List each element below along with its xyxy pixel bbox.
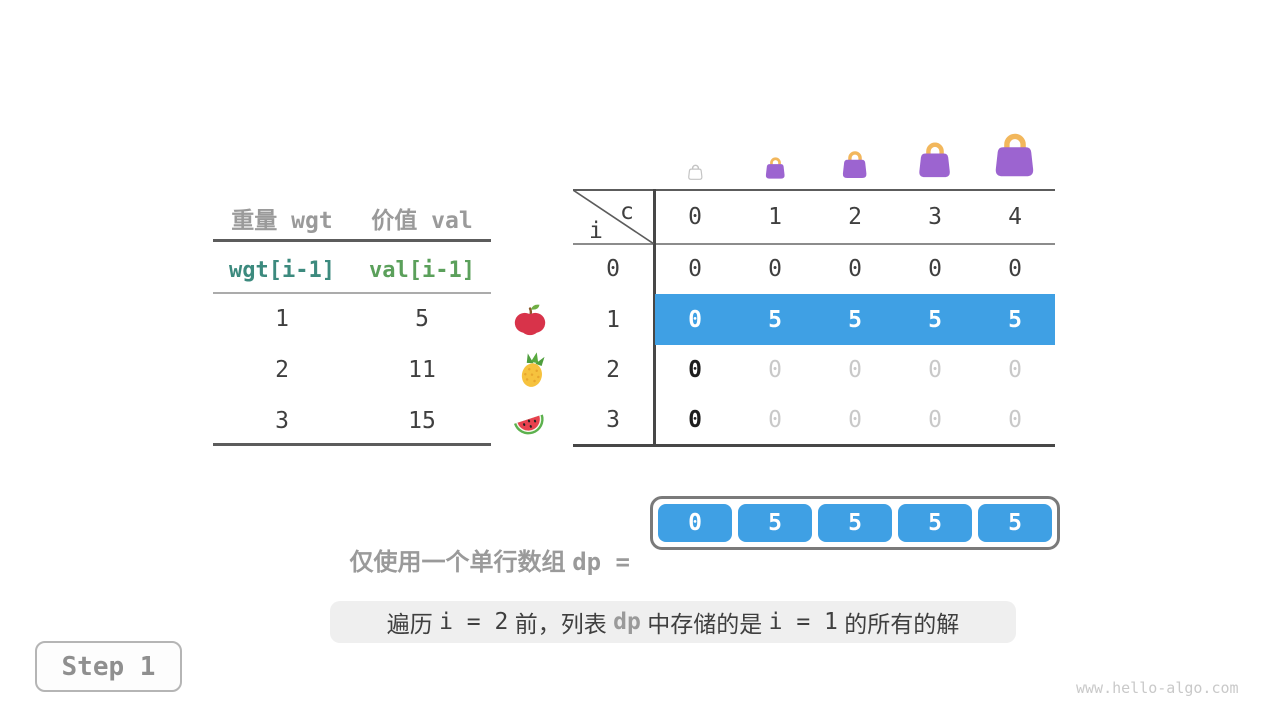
- item-2-weight: 2: [275, 356, 289, 383]
- dp-array-cell-3: 5: [898, 504, 972, 542]
- dp-cell-1-4: 5: [1008, 306, 1022, 333]
- items-header-value: 价值 val: [371, 208, 473, 234]
- caption-text: 遍历: [386, 611, 440, 637]
- item-row-2: 2 11: [212, 344, 492, 395]
- items-table-header: 重量 wgt 价值 val: [212, 196, 492, 240]
- dp-row-0: 0 0 0 0 0: [655, 244, 1055, 294]
- pineapple-icon: [514, 351, 552, 394]
- items-header-weight: 重量 wgt: [231, 208, 333, 234]
- dp-cell-2-0: 0: [688, 357, 702, 383]
- dp-corner-cell: [572, 189, 655, 245]
- caption-text: 的所有的解: [837, 611, 960, 637]
- dp-cell-1-2: 5: [848, 306, 862, 333]
- items-table-top-rule: [213, 239, 491, 242]
- items-formula-row: wgt[i-1] val[i-1]: [212, 248, 492, 292]
- items-table-mid-rule: [213, 292, 491, 294]
- corner-diagonal-line: [572, 189, 655, 245]
- caption-code-i2: i = 2: [439, 609, 509, 635]
- item-row-3: 3 15: [212, 395, 492, 446]
- dp-array-label-code: dp =: [572, 548, 630, 576]
- dp-cell-3-4: 0: [1008, 406, 1022, 433]
- bag-empty-icon: [655, 162, 735, 186]
- item-3-value: 15: [408, 407, 436, 434]
- watermelon-icon: [510, 402, 548, 445]
- dp-cell-3-3: 0: [928, 406, 942, 433]
- bag-medium-icon: [815, 147, 895, 186]
- step-label: Step 1: [61, 651, 156, 682]
- dp-col-headers: 0 1 2 3 4: [655, 191, 1055, 243]
- caption-text: 前，列表: [508, 611, 614, 637]
- apple-icon: [511, 300, 549, 343]
- watermark: www.hello-algo.com: [1076, 679, 1239, 697]
- formula-val: val[i-1]: [369, 257, 475, 283]
- dp-array-label-text: 仅使用一个单行数组: [349, 549, 573, 576]
- item-1-weight: 1: [275, 305, 289, 332]
- col-header-1: 1: [768, 204, 782, 230]
- dp-cell-2-2: 0: [848, 357, 862, 383]
- item-row-1: 1 5: [212, 293, 492, 344]
- dp-cell-0-1: 0: [768, 256, 782, 282]
- dp-row-2: 0 0 0 0 0: [655, 345, 1055, 395]
- dp-row-3: 0 0 0 0 0: [655, 395, 1055, 444]
- corner-row-var: i: [589, 218, 603, 244]
- formula-wgt: wgt[i-1]: [229, 257, 335, 283]
- item-3-weight: 3: [275, 407, 289, 434]
- items-table-bottom-rule: [213, 443, 491, 446]
- dp-cell-1-0: 0: [688, 306, 702, 333]
- step-badge: Step 1: [35, 641, 182, 692]
- capacity-bags-row: [655, 118, 1055, 186]
- row-label-2: 2: [606, 357, 620, 383]
- dp-cell-3-1: 0: [768, 406, 782, 433]
- bag-large-icon: [895, 137, 975, 186]
- dp-cell-2-3: 0: [928, 357, 942, 383]
- caption-code-i1: i = 1: [768, 609, 838, 635]
- dp-cell-2-1: 0: [768, 357, 782, 383]
- dp-cell-0-2: 0: [848, 256, 862, 282]
- dp-array-label: 仅使用一个单行数组 dp =: [290, 505, 630, 576]
- dp-cell-0-0: 0: [688, 256, 702, 282]
- caption-code-dp: dp: [613, 609, 641, 635]
- row-label-3: 3: [606, 406, 620, 433]
- dp-table-header-rule: [573, 243, 1055, 245]
- caption-text: 中存储的是: [640, 611, 769, 637]
- dp-table-top-rule: [573, 189, 1055, 191]
- row-label-1: 1: [606, 306, 620, 333]
- dp-cell-1-3: 5: [928, 306, 942, 333]
- dp-table-bottom-rule: [573, 444, 1055, 447]
- item-2-value: 11: [408, 356, 436, 383]
- dp-cell-1-1: 5: [768, 306, 782, 333]
- dp-row-1-highlighted: 0 5 5 5 5: [655, 294, 1055, 345]
- bag-small-icon: [735, 154, 815, 186]
- corner-col-var: c: [620, 199, 634, 225]
- dp-array-cell-1: 5: [738, 504, 812, 542]
- col-header-2: 2: [848, 204, 862, 230]
- dp-cell-0-3: 0: [928, 256, 942, 282]
- dp-cell-3-2: 0: [848, 406, 862, 433]
- col-header-0: 0: [688, 204, 702, 230]
- dp-cell-3-0: 0: [688, 406, 702, 433]
- dp-array-cell-0: 0: [658, 504, 732, 542]
- dp-cell-2-4: 0: [1008, 357, 1022, 383]
- dp-table-vertical-rule: [653, 189, 656, 447]
- dp-array: 0 5 5 5 5: [650, 496, 1060, 550]
- col-header-3: 3: [928, 204, 942, 230]
- item-1-value: 5: [415, 305, 429, 332]
- dp-array-cell-2: 5: [818, 504, 892, 542]
- caption-banner: 遍历 i = 2 前，列表 dp 中存储的是 i = 1 的所有的解: [330, 601, 1016, 643]
- row-label-0: 0: [606, 256, 620, 282]
- dp-array-cell-4: 5: [978, 504, 1052, 542]
- col-header-4: 4: [1008, 204, 1022, 230]
- dp-cell-0-4: 0: [1008, 256, 1022, 282]
- bag-xlarge-icon: [975, 127, 1055, 186]
